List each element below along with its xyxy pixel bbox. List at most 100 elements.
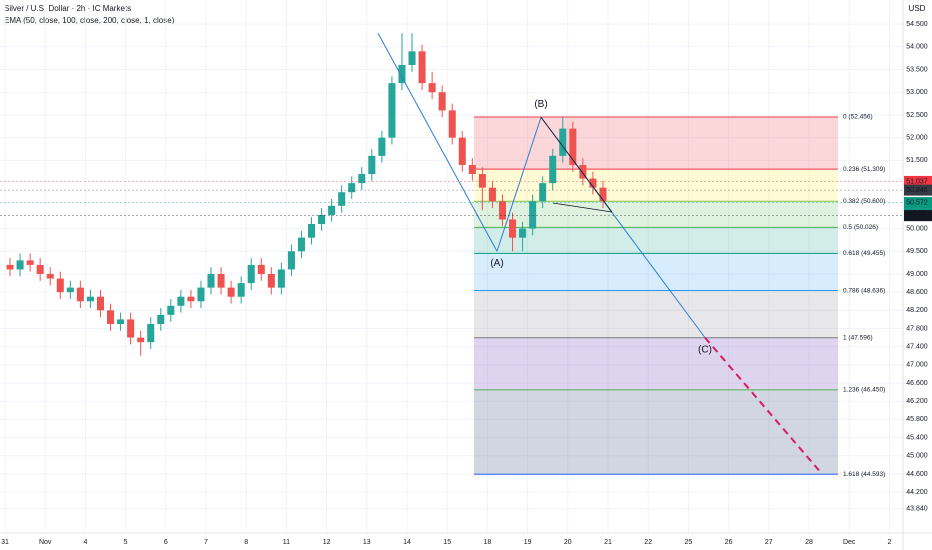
x-tick-label: 25 <box>685 539 693 546</box>
price-tag-label: 50.572 <box>906 199 928 206</box>
y-tick-label: 43.840 <box>906 505 928 512</box>
x-tick-label: 19 <box>524 539 532 546</box>
fib-label: 0.382 (50.600) <box>843 198 885 205</box>
candle-body <box>559 128 567 156</box>
x-tick-label: Nov <box>39 539 52 546</box>
fib-label: 0.786 (48.636) <box>843 287 885 294</box>
candle-body <box>6 264 14 270</box>
fib-label: 0.236 (51.309) <box>843 166 885 173</box>
x-tick-label: 21 <box>604 539 612 546</box>
candle-body <box>297 237 305 252</box>
y-tick-label: 53.000 <box>906 89 928 96</box>
candles-layer <box>6 33 607 356</box>
fib-label: 0.5 (50.026) <box>843 224 878 231</box>
candle-body <box>418 51 426 84</box>
candle-body <box>438 92 446 111</box>
x-tick-label: 22 <box>644 539 652 546</box>
fib-band <box>474 227 838 254</box>
y-tick-label: 48.600 <box>906 289 928 296</box>
y-tick-label: 52.500 <box>906 112 928 119</box>
candle-body <box>76 287 84 302</box>
candle-body <box>328 205 336 215</box>
candle-body <box>488 187 496 202</box>
price-tag-label: 51.037 <box>906 178 928 185</box>
candle-body <box>579 164 587 179</box>
candle-body <box>398 64 406 84</box>
candle-body <box>388 83 396 138</box>
wave-layer: (A) (B) (C) <box>377 32 823 475</box>
x-tick-label: 27 <box>765 539 773 546</box>
fib-label: 1 (47.596) <box>843 335 873 342</box>
candle-body <box>338 192 346 206</box>
candle-body <box>247 264 255 284</box>
y-tick-label: 44.600 <box>906 471 928 478</box>
candle-body <box>539 183 547 202</box>
y-tick-label: 50.000 <box>906 225 928 232</box>
x-tick-label: 26 <box>725 539 733 546</box>
wave-label: (A) <box>490 258 503 269</box>
candle-body <box>26 260 34 265</box>
fib-band <box>474 201 838 228</box>
fib-layer: 0 (52.456) 0.236 (51.309) 0.382 (50.600) 0.… <box>474 114 885 478</box>
y-tick-label: 51.500 <box>906 157 928 164</box>
candle-body <box>96 296 104 311</box>
y-tick-label: 47.000 <box>906 362 928 369</box>
y-tick-label: 53.500 <box>906 66 928 73</box>
x-tick-label: Dec <box>843 539 856 546</box>
candle-body <box>569 128 577 165</box>
wave-label: (C) <box>698 344 712 355</box>
y-tick-label: 52.000 <box>906 135 928 142</box>
wedge-line <box>552 202 613 213</box>
x-tick-label: 12 <box>323 539 331 546</box>
candle-body <box>287 251 295 270</box>
candle-body <box>157 314 165 324</box>
candle-body <box>257 264 265 274</box>
candle-body <box>16 260 24 270</box>
fib-label: 1.236 (46.450) <box>843 387 885 394</box>
wave-projection <box>704 336 823 475</box>
y-tick-label: 54.000 <box>906 44 928 51</box>
wave-line <box>377 32 498 252</box>
y-tick-label: 45.000 <box>906 453 928 460</box>
candle-body <box>468 164 476 175</box>
price-tag-box <box>904 184 932 196</box>
candle-body <box>267 273 275 288</box>
candle-body <box>187 296 195 302</box>
candle-body <box>237 283 245 297</box>
fib-band <box>474 337 838 390</box>
fib-band <box>474 290 838 338</box>
candle-body <box>509 219 517 238</box>
price-tag-label: 50.846 <box>906 187 928 194</box>
fib-band <box>474 116 838 170</box>
y-tick-label: 48.200 <box>906 307 928 314</box>
candle-body <box>107 310 115 324</box>
x-tick-label: 2 <box>887 539 891 546</box>
candle-body <box>589 178 597 188</box>
fib-band <box>474 169 838 202</box>
candle-body <box>207 273 215 288</box>
candle-body <box>217 273 225 288</box>
x-tick-label: 5 <box>124 539 128 546</box>
fib-label: 0.618 (49.455) <box>843 250 885 257</box>
price-tag-box <box>904 197 932 209</box>
candle-body <box>56 278 64 293</box>
candle-body <box>599 187 607 202</box>
candle-body <box>147 323 155 343</box>
candle-body <box>478 174 486 188</box>
fib-band <box>474 389 838 475</box>
candle-body <box>117 319 125 324</box>
y-tick-label: 45.800 <box>906 416 928 423</box>
fib-label: 1.618 (44.593) <box>843 471 885 478</box>
candle-body <box>36 264 44 274</box>
price-tag-label: 50.284 <box>906 212 928 219</box>
x-tick-label: 15 <box>443 539 451 546</box>
price-tag-box <box>904 175 932 187</box>
candle-body <box>227 287 235 297</box>
candle-body <box>368 155 376 175</box>
candle-body <box>348 183 356 193</box>
candle-body <box>458 137 466 165</box>
candle-body <box>197 287 205 302</box>
